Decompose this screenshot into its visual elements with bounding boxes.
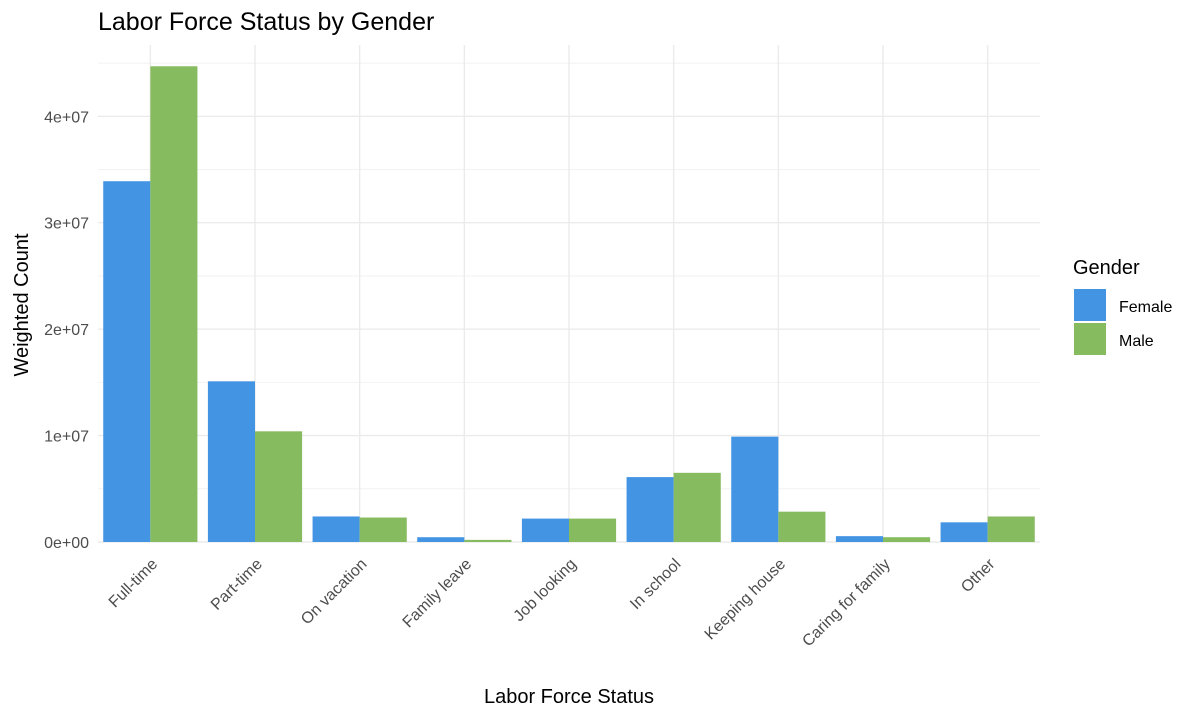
bar-female-full-time <box>103 181 151 542</box>
legend-label-female: Female <box>1119 299 1172 316</box>
y-axis-title: Weighted Count <box>11 233 33 377</box>
bar-female-in-school <box>626 477 674 542</box>
bar-male-job-looking <box>569 518 617 542</box>
x-tick-label: Family leave <box>400 556 476 632</box>
bar-female-on-vacation <box>312 516 360 542</box>
x-tick-label: Keeping house <box>702 556 790 644</box>
x-tick-label: Other <box>958 555 999 596</box>
chart-title: Labor Force Status by Gender <box>98 8 434 36</box>
bar-female-job-looking <box>521 518 569 542</box>
y-tick-label: 0e+00 <box>44 535 89 552</box>
legend: Gender Female Male <box>1073 257 1172 355</box>
y-tick-label: 3e+07 <box>44 216 89 233</box>
x-tick-label: Job looking <box>511 556 580 625</box>
bar-male-part-time <box>255 431 303 542</box>
bar-female-caring-for-family <box>835 536 883 542</box>
x-tick-label: Caring for family <box>799 556 893 650</box>
bar-male-other <box>987 516 1035 542</box>
bar-male-caring-for-family <box>883 537 931 542</box>
bars <box>103 66 1035 543</box>
bar-male-on-vacation <box>359 517 407 542</box>
bar-male-keeping-house <box>778 511 826 542</box>
bar-male-in-school <box>673 472 721 542</box>
x-tick-label: On vacation <box>298 556 370 628</box>
x-axis-ticks: Full-time Part-time On vacation Family leav… <box>106 555 999 650</box>
legend-title: Gender <box>1073 257 1140 279</box>
y-tick-label: 4e+07 <box>44 109 89 126</box>
legend-key-male <box>1074 323 1106 355</box>
bar-female-family-leave <box>417 537 465 542</box>
x-tick-label: Full-time <box>106 556 161 611</box>
y-tick-label: 1e+07 <box>44 429 89 446</box>
x-axis-title: Labor Force Status <box>484 686 654 708</box>
x-tick-label: In school <box>627 556 684 613</box>
x-tick-label: Part-time <box>208 556 266 614</box>
bar-male-family-leave <box>464 539 512 542</box>
bar-female-keeping-house <box>731 436 779 542</box>
legend-key-female <box>1074 289 1106 321</box>
bar-male-full-time <box>150 66 198 543</box>
y-axis-ticks: 0e+00 1e+07 2e+07 3e+07 4e+07 <box>44 109 89 552</box>
bar-female-part-time <box>207 381 255 542</box>
legend-label-male: Male <box>1119 333 1154 350</box>
bar-female-other <box>940 522 988 542</box>
y-tick-label: 2e+07 <box>44 322 89 339</box>
